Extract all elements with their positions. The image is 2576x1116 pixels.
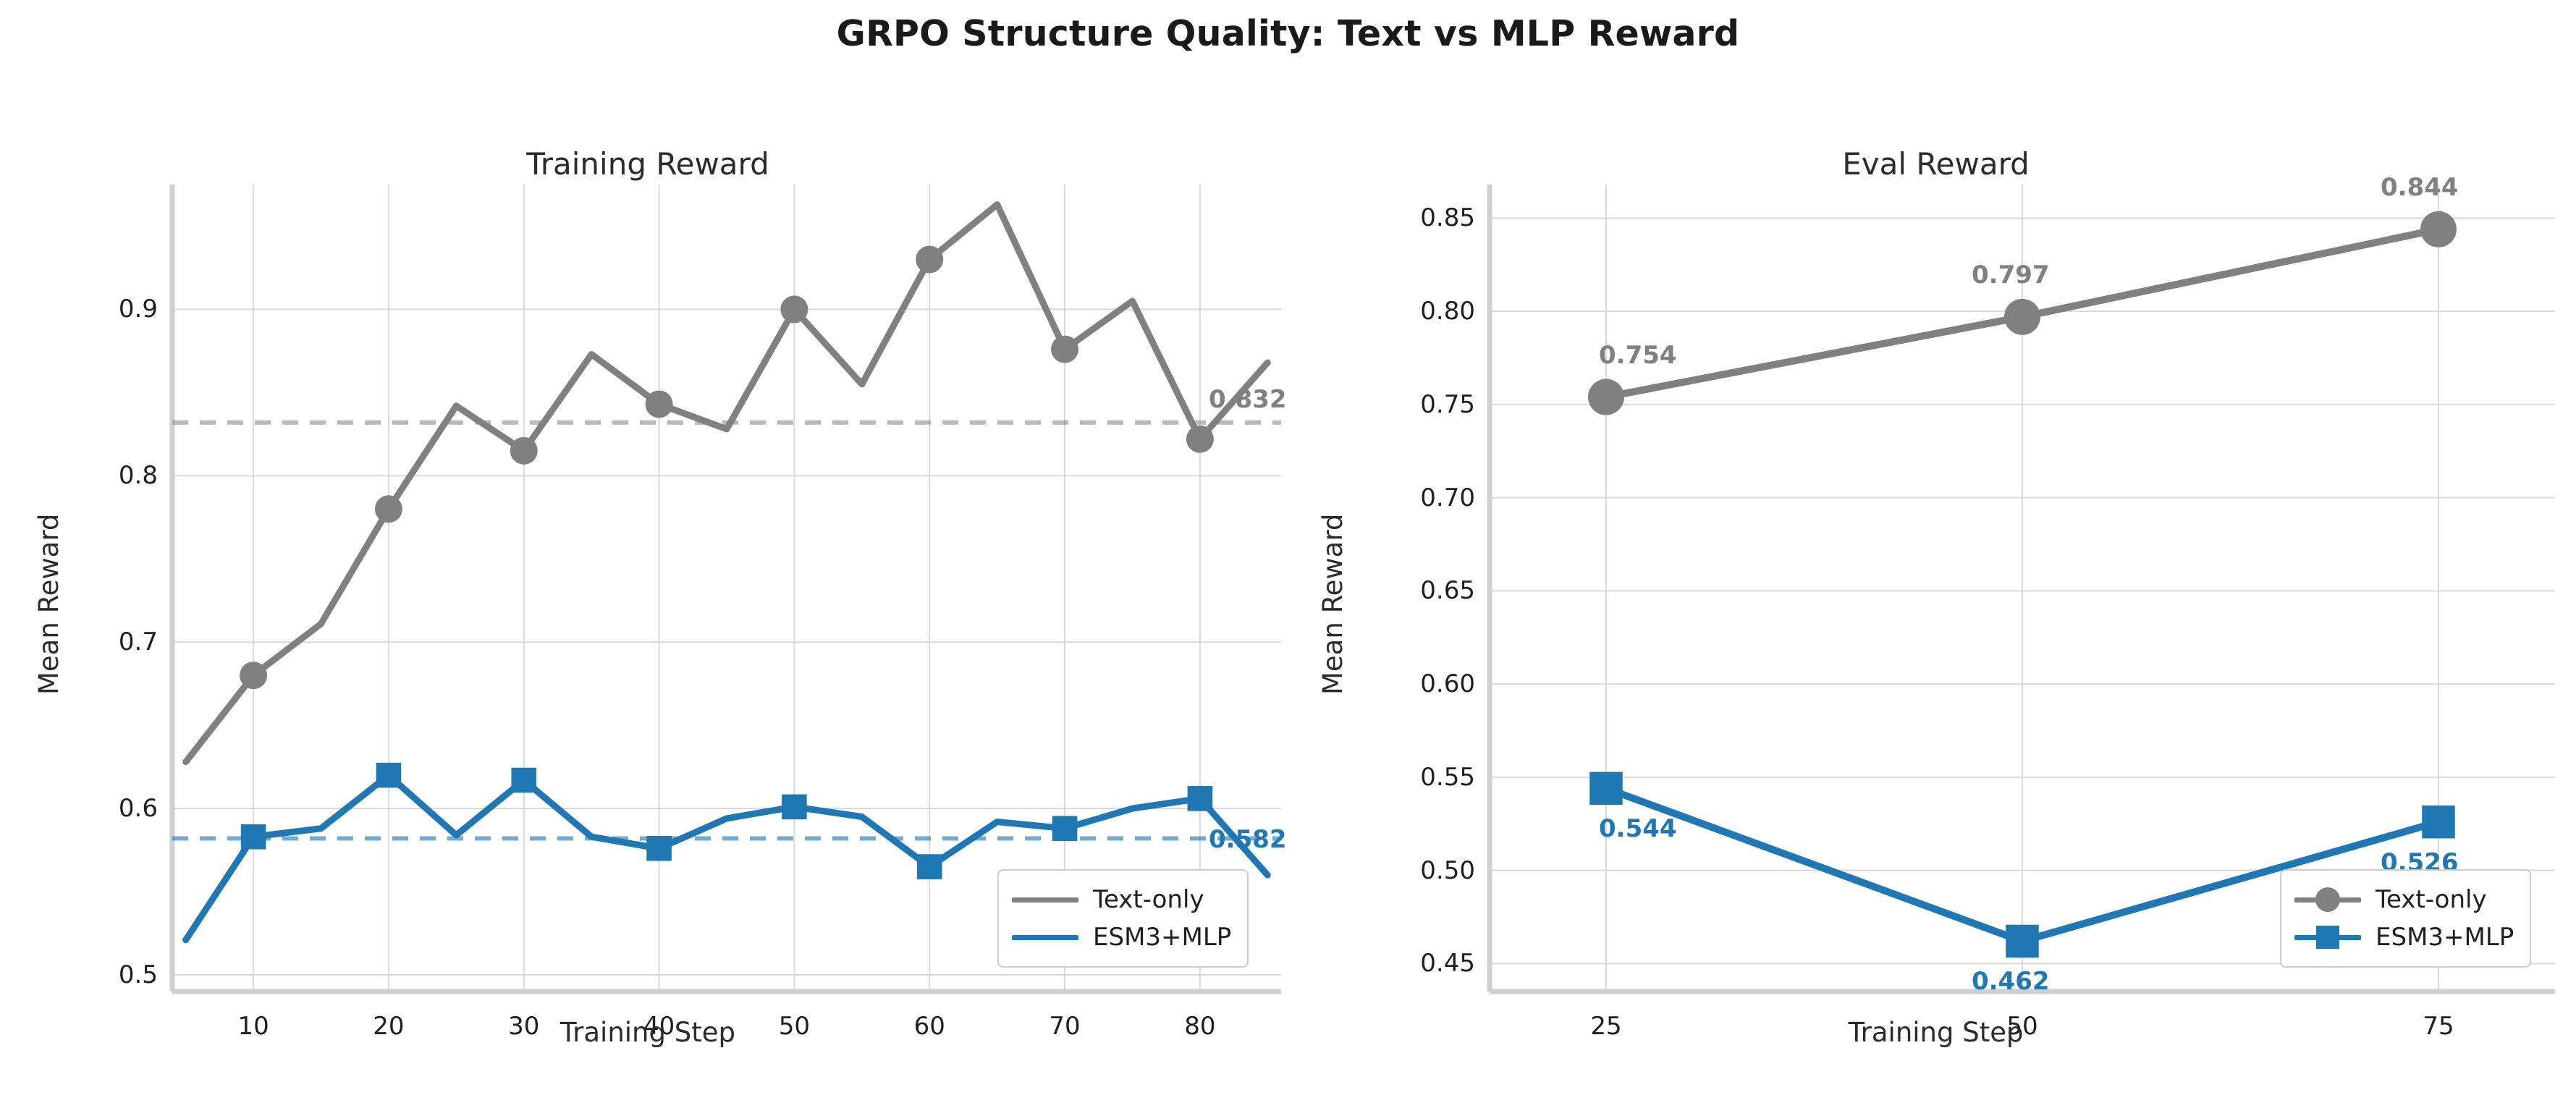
y-tick-label: 0.80 <box>1420 297 1475 326</box>
point-label-text-only-75: 0.844 <box>2381 172 2459 202</box>
x-axis-label-left: Training Step <box>560 1017 735 1048</box>
subplot-training-reward: Training Reward 0.5 0.6 0.7 0.8 0.9 10 20 30 40 5… <box>0 130 1296 1093</box>
training-reward-plot <box>169 185 1281 994</box>
y-axis-label-right: Mean Reward <box>1317 513 1348 695</box>
point-label-text-only-25: 0.754 <box>1599 340 1677 370</box>
y-tick-label: 0.50 <box>1420 855 1475 885</box>
legend-line-icon-text-only <box>1012 881 1078 918</box>
x-axis-label-right: Training Step <box>1848 1017 2024 1048</box>
y-tick-label: 0.6 <box>118 794 158 824</box>
y-tick-label: 0.85 <box>1420 203 1475 233</box>
legend-label-esm3-mlp: ESM3+MLP <box>1093 923 1232 952</box>
legend-label-text-only: Text-only <box>2376 885 2487 914</box>
x-tick-label: 50 <box>778 1012 811 1041</box>
y-tick-label: 0.9 <box>118 295 158 324</box>
legend-marker-icon-esm3-mlp <box>2294 918 2361 956</box>
eval-reward-plot <box>1487 185 2555 994</box>
y-tick-label: 0.5 <box>118 960 158 989</box>
y-tick-label: 0.75 <box>1420 389 1475 419</box>
y-tick-label: 0.45 <box>1420 949 1475 978</box>
x-tick-label: 10 <box>237 1012 269 1041</box>
subplot-title-training: Training Reward <box>526 146 769 182</box>
x-tick-label: 20 <box>373 1012 405 1041</box>
legend-marker-icon-text-only <box>2294 881 2361 918</box>
mean-line-label-esm3-mlp: 0.582 <box>1209 825 1287 855</box>
subplot-title-eval: Eval Reward <box>1842 146 2030 182</box>
legend-eval[interactable]: Text-only ESM3+MLP <box>2280 869 2532 968</box>
x-tick-label: 80 <box>1184 1012 1216 1041</box>
y-tick-label: 0.8 <box>118 461 158 491</box>
x-tick-label: 50 <box>2006 1012 2038 1041</box>
y-tick-label: 0.70 <box>1420 483 1475 512</box>
x-tick-label: 40 <box>643 1012 675 1041</box>
x-tick-label: 60 <box>913 1012 945 1041</box>
x-tick-label: 75 <box>2423 1012 2454 1041</box>
legend-training[interactable]: Text-only ESM3+MLP <box>997 869 1249 968</box>
legend-label-esm3-mlp: ESM3+MLP <box>2376 923 2514 952</box>
y-axis-label-left: Mean Reward <box>33 513 64 695</box>
point-label-esm3-mlp-50: 0.462 <box>1972 967 2050 997</box>
y-tick-label: 0.7 <box>118 627 158 657</box>
y-tick-label: 0.65 <box>1420 576 1475 606</box>
legend-item-esm3-mlp[interactable]: ESM3+MLP <box>1012 918 1231 956</box>
legend-line-icon-esm3-mlp <box>1012 918 1078 956</box>
x-tick-label: 25 <box>1590 1012 1622 1041</box>
x-tick-label: 70 <box>1049 1012 1081 1041</box>
y-tick-label: 0.55 <box>1420 762 1475 792</box>
legend-item-text-only[interactable]: Text-only <box>2294 881 2514 918</box>
legend-item-text-only[interactable]: Text-only <box>1012 881 1231 918</box>
mean-line-label-text-only: 0.832 <box>1209 384 1287 414</box>
y-tick-label: 0.60 <box>1420 669 1475 699</box>
legend-item-esm3-mlp[interactable]: ESM3+MLP <box>2294 918 2514 956</box>
figure-title: GRPO Structure Quality: Text vs MLP Rewa… <box>836 13 1740 54</box>
x-tick-label: 30 <box>508 1012 540 1041</box>
point-label-esm3-mlp-25: 0.544 <box>1599 814 1677 844</box>
subplot-eval-reward: Eval Reward 0.45 0.50 0.55 0.60 0.65 0.70 0.75… <box>1296 130 2576 1093</box>
point-label-text-only-50: 0.797 <box>1972 260 2050 289</box>
legend-label-text-only: Text-only <box>1093 885 1204 914</box>
